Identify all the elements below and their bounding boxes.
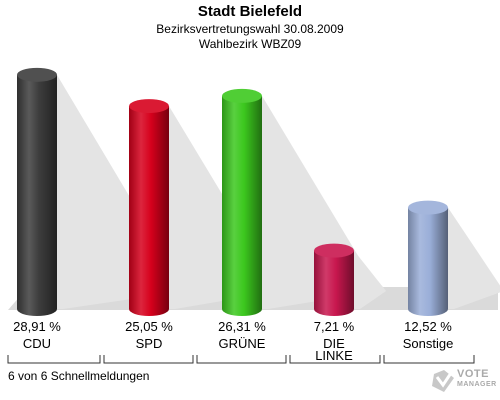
category-bracket — [7, 355, 101, 364]
bar-sonstige — [408, 207, 448, 316]
chart-subtitle: Bezirksvertretungswahl 30.08.2009 — [156, 22, 344, 36]
logo-text-manager: MANAGER — [457, 381, 497, 388]
category-label: LINKE — [315, 348, 353, 363]
logo-text-vote: VOTE — [457, 368, 489, 380]
vote-manager-logo-icon — [432, 370, 454, 392]
bar-shadow — [448, 207, 500, 309]
bar-top — [17, 67, 57, 82]
value-label: 25,05 % — [125, 319, 173, 334]
value-label: 12,52 % — [404, 319, 452, 334]
category-bracket — [289, 355, 381, 364]
category-bracket — [383, 355, 475, 364]
district-label: Wahlbezirk WBZ09 — [198, 37, 302, 51]
value-label: 26,31 % — [218, 319, 266, 334]
bar-cdu — [17, 74, 57, 316]
category-bracket — [103, 355, 194, 364]
bar-spd — [129, 106, 169, 316]
value-label: 28,91 % — [13, 319, 61, 334]
bar-top — [314, 243, 354, 258]
category-label: SPD — [136, 336, 163, 351]
category-label: CDU — [23, 336, 51, 351]
chart-title: Stadt Bielefeld — [197, 3, 303, 20]
bar-top — [408, 200, 448, 215]
bar-top — [129, 99, 169, 114]
bar-top — [222, 88, 262, 103]
bar-die-linke — [314, 250, 354, 316]
category-label: GRÜNE — [219, 336, 266, 351]
category-bracket — [196, 355, 287, 364]
value-label: 7,21 % — [314, 319, 355, 334]
category-label: DIE — [323, 336, 345, 351]
footnote: 6 von 6 Schnellmeldungen — [8, 369, 150, 383]
category-label: Sonstige — [403, 336, 454, 351]
bar-gr-ne — [222, 95, 262, 316]
bar-shadow — [354, 250, 387, 309]
